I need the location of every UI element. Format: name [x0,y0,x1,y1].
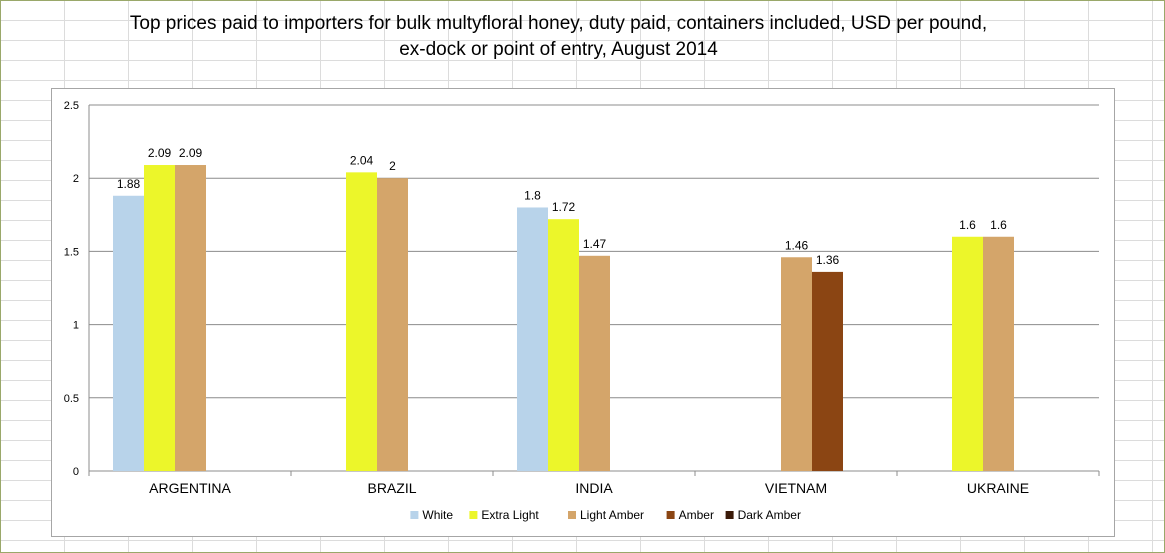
legend-swatch [725,511,734,519]
data-label: 1.6 [990,218,1007,232]
y-tick-label: 2 [73,173,79,185]
y-tick-label: 0.5 [64,393,79,405]
data-label: 1.6 [959,218,976,232]
bar-chart: 0 0.5 1 1.5 2 2.5 ARGENTINA BRAZIL INDIA VIETNAM U… [64,100,1100,522]
category-label: UKRAINE [967,480,1029,496]
data-label: 1.46 [785,238,809,252]
data-label: 2.09 [179,146,203,160]
y-tick-label: 0 [73,466,79,478]
legend-item: Dark Amber [738,508,801,522]
data-label: 1.88 [117,177,141,191]
legend-item: Amber [679,508,714,522]
data-label: 1.8 [524,188,541,202]
bar [175,165,206,472]
legend-swatch [666,511,675,519]
chart-area: 0 0.5 1 1.5 2 2.5 ARGENTINA BRAZIL INDIA VIETNAM U… [51,88,1115,537]
chart-title: Top prices paid to importers for bulk mu… [1,11,1116,63]
data-label: 1.36 [816,253,840,267]
y-tick-label: 1.5 [64,246,79,258]
category-label: ARGENTINA [149,480,231,496]
data-label: 2 [389,159,396,173]
bar [952,236,983,471]
bar [579,255,610,471]
chart-title-line-2: ex-dock or point of entry, August 2014 [399,39,718,60]
bar [781,257,812,471]
legend-item: White [422,508,453,522]
bar [983,236,1014,471]
bar [377,178,408,471]
legend-swatch [469,511,478,519]
legend-swatch [410,511,419,519]
chart-title-line-1: Top prices paid to importers for bulk mu… [129,13,988,34]
bar [113,195,144,471]
data-label: 2.04 [350,153,374,167]
legend-item: Extra Light [481,508,539,522]
category-label: VIETNAM [765,480,827,496]
data-label: 1.47 [583,237,607,251]
category-label: INDIA [575,480,613,496]
y-tick-label: 2.5 [64,100,79,112]
bar [144,165,175,472]
bar [548,219,579,471]
y-tick-label: 1 [73,320,79,332]
data-label: 1.72 [552,200,576,214]
legend-swatch [568,511,576,519]
bar [812,271,843,471]
data-label: 2.09 [148,146,172,160]
bar [346,172,377,471]
legend-item: Light Amber [580,508,644,522]
bar [517,207,548,471]
category-label: BRAZIL [367,480,416,496]
